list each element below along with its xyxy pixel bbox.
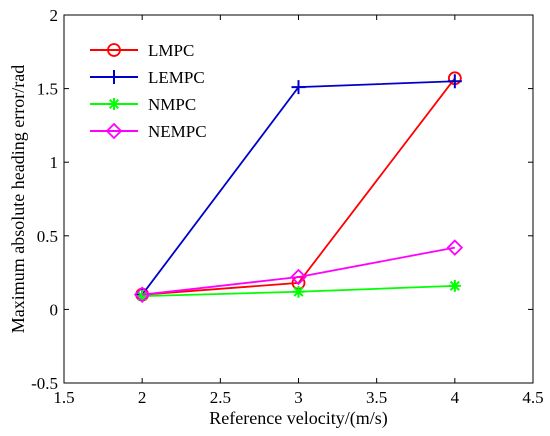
data-point-nempc	[290, 268, 307, 286]
legend-item-nempc: NEMPC	[90, 122, 207, 141]
data-point-nmpc-shape	[136, 290, 149, 303]
legend-marker-lmpc-shape	[107, 43, 121, 57]
x-axis-label: Reference velocity/(m/s)	[209, 408, 387, 429]
series-line-nempc	[142, 246, 455, 296]
data-point-nmpc-shape	[448, 279, 461, 292]
data-point-nempc	[133, 286, 151, 303]
data-point-lempc	[447, 74, 462, 89]
data-point-nempc-shape	[290, 268, 307, 286]
data-point-nmpc-shape	[292, 285, 305, 298]
x-tick-label: 4	[451, 388, 460, 407]
legend-label-lmpc: LMPC	[148, 41, 194, 60]
legend-label-nmpc: NMPC	[148, 95, 196, 114]
legend-item-lempc: LEMPC	[90, 68, 205, 87]
data-point-lempc-shape	[447, 74, 462, 89]
legend-marker-nempc-shape	[105, 122, 123, 140]
data-point-nempc-shape	[133, 286, 151, 303]
y-tick-label: 0.5	[37, 227, 58, 246]
data-point-nempc-shape	[446, 239, 464, 256]
legend-marker-lmpc	[107, 43, 121, 57]
legend-label-lempc: LEMPC	[148, 68, 205, 87]
y-tick-label: 1	[50, 153, 59, 172]
y-tick-label: -0.5	[31, 374, 58, 393]
legend: LMPC LEMPC NMPC NEMPC	[90, 41, 207, 141]
x-tick-label: 2	[138, 388, 147, 407]
y-tick-label: 1.5	[37, 80, 58, 99]
legend-marker-lempc-shape	[107, 70, 121, 84]
x-tick-label: 4.5	[522, 388, 543, 407]
legend-item-nmpc: NMPC	[90, 95, 196, 114]
y-tick-label: 0	[50, 300, 59, 319]
series-nmpc	[136, 279, 461, 303]
data-point-nmpc	[136, 290, 149, 303]
legend-label-nempc: NEMPC	[148, 122, 207, 141]
data-point-lempc-shape	[291, 80, 306, 95]
data-point-lempc	[291, 80, 306, 95]
legend-marker-nmpc	[108, 98, 120, 110]
series-lempc	[135, 74, 462, 302]
y-axis-label: Maximum absolute heading error/rad	[8, 65, 28, 333]
series-layer	[133, 71, 464, 303]
y-tick-label: 2	[50, 6, 59, 25]
legend-marker-lempc	[107, 70, 121, 84]
data-point-nmpc	[292, 285, 305, 298]
data-point-nmpc	[448, 279, 461, 292]
legend-item-lmpc: LMPC	[90, 41, 194, 60]
legend-marker-nempc	[105, 122, 123, 140]
legend-marker-nmpc-shape	[108, 98, 120, 110]
series-nempc	[133, 239, 464, 303]
x-tick-label: 3	[294, 388, 303, 407]
data-point-nempc	[446, 239, 464, 256]
x-tick-label: 1.5	[53, 388, 74, 407]
x-tick-label: 3.5	[366, 388, 387, 407]
x-tick-label: 2.5	[210, 388, 231, 407]
ticks-layer: 1.5 2 2.5 3 3.5 4 4.5 -0.5 0 0.5 1 1.5 2	[31, 6, 544, 407]
